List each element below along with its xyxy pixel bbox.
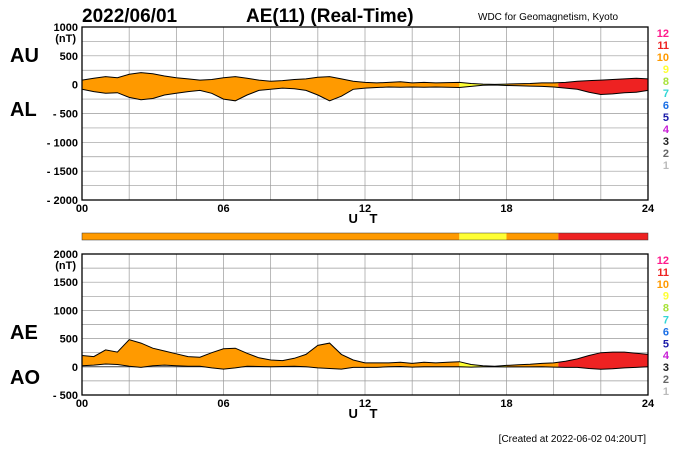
legend-station-8: 8 (663, 76, 669, 88)
station-bar-segment (558, 233, 648, 240)
y-tick-label: 500 (60, 334, 78, 346)
x-tick-label: 06 (217, 203, 229, 215)
y-tick-label: 2000 (54, 249, 78, 261)
x-tick-label: 12 (359, 203, 371, 215)
area-ae-ao (82, 339, 648, 370)
legend-station-4: 4 (663, 350, 670, 362)
station-count-bar (81, 232, 649, 241)
side-label-ae: AE (10, 322, 38, 344)
y-tick-label: 500 (60, 51, 78, 63)
area-window (558, 78, 648, 95)
area-fill (459, 361, 507, 368)
x-tick-label: 18 (500, 203, 512, 215)
legend-station-9: 9 (663, 291, 669, 303)
area-window (82, 339, 460, 370)
y-tick-label: 0 (72, 362, 78, 374)
legend-station-7: 7 (663, 88, 669, 100)
source-label: WDC for Geomagnetism, Kyoto (478, 12, 618, 23)
y-tick-label: 1000 (54, 22, 78, 34)
y-tick-label: 1500 (54, 277, 78, 289)
unit-label: (nT) (55, 33, 76, 45)
legend-station-12: 12 (657, 28, 669, 40)
y-tick-label: - 1000 (47, 137, 78, 149)
side-label-al: AL (10, 99, 37, 121)
legend-station-1: 1 (663, 386, 669, 398)
area-fill (82, 72, 460, 101)
y-tick-label: 1000 (54, 305, 78, 317)
legend-station-5: 5 (663, 338, 669, 350)
created-timestamp: [Created at 2022-06-02 04:20UT] (499, 434, 647, 445)
legend-station-10: 10 (657, 279, 669, 291)
legend-station-1: 1 (663, 160, 669, 172)
series-ao-line (81, 363, 649, 370)
area-fill (558, 352, 648, 370)
x-axis-label: U T (349, 406, 382, 421)
legend-station-2: 2 (663, 374, 669, 386)
legend-station-7: 7 (663, 315, 669, 327)
legend-station-2: 2 (663, 148, 669, 160)
y-tick-label: - 500 (53, 109, 78, 121)
panel-au-al: 1000 500 0 - 500 - 1000 - 1500 - 2000 (nT) 00 06 1… (10, 22, 670, 226)
legend-station-9: 9 (663, 64, 669, 76)
unit-label: (nT) (55, 260, 76, 272)
chart-title: AE(11) (Real-Time) (246, 6, 414, 27)
x-tick-label: 18 (500, 398, 512, 410)
x-tick-label: 24 (642, 398, 655, 410)
legend-station-11: 11 (657, 267, 669, 279)
plot-frame (81, 253, 649, 396)
station-bar-frame (81, 232, 649, 241)
x-tick-label: 06 (217, 398, 229, 410)
legend-station-4: 4 (663, 124, 670, 136)
date-title: 2022/06/01 (82, 6, 178, 27)
legend-station-10: 10 (657, 52, 669, 64)
x-tick-label: 24 (642, 203, 655, 215)
area-window (82, 72, 460, 101)
y-tick-label: - 2000 (47, 195, 78, 207)
legend-station-12: 12 (657, 255, 669, 267)
x-tick-label: 12 (359, 398, 371, 410)
side-label-au: AU (10, 45, 39, 67)
y-tick-label: - 1500 (47, 166, 78, 178)
legend-station-8: 8 (663, 303, 669, 315)
x-tick-label: 00 (76, 398, 88, 410)
y-tick-label: 0 (72, 80, 78, 92)
legend-station-3: 3 (663, 362, 669, 374)
series-au-line (81, 72, 649, 85)
station-bar-segment (506, 233, 559, 240)
area-window (558, 352, 648, 370)
plot-frame (81, 26, 649, 201)
legend-station-6: 6 (663, 100, 669, 112)
side-label-ao: AO (10, 367, 40, 389)
y-tick-label: - 500 (53, 390, 78, 402)
series-ae-line (81, 339, 649, 367)
station-bar-segment (82, 233, 460, 240)
x-axis-label: U T (349, 211, 382, 226)
x-tick-label: 00 (76, 203, 88, 215)
area-fill (82, 339, 460, 370)
station-bar-segment (459, 233, 507, 240)
area-window (459, 361, 507, 368)
legend-station-11: 11 (657, 40, 669, 52)
series-al-line (81, 84, 649, 102)
legend-station-5: 5 (663, 112, 669, 124)
legend-station-3: 3 (663, 136, 669, 148)
area-fill (558, 78, 648, 95)
legend-station-6: 6 (663, 326, 669, 338)
